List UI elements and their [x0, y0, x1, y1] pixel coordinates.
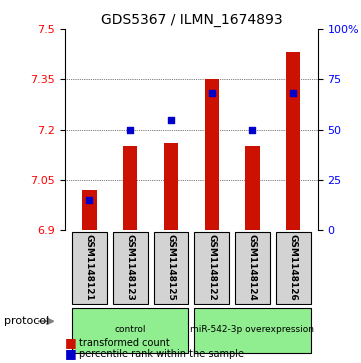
FancyBboxPatch shape [72, 232, 107, 304]
Text: control: control [114, 325, 146, 334]
FancyBboxPatch shape [194, 232, 229, 304]
FancyBboxPatch shape [154, 232, 188, 304]
Text: GSM1148124: GSM1148124 [248, 234, 257, 301]
FancyBboxPatch shape [276, 232, 310, 304]
Point [249, 127, 255, 132]
Text: ■: ■ [65, 347, 77, 360]
Bar [82, 190, 97, 230]
Text: GSM1148125: GSM1148125 [166, 234, 175, 301]
Bar [286, 53, 300, 230]
Title: GDS5367 / ILMN_1674893: GDS5367 / ILMN_1674893 [100, 13, 282, 26]
Point [168, 117, 174, 122]
Text: percentile rank within the sample: percentile rank within the sample [79, 349, 244, 359]
Point [127, 127, 133, 132]
Bar [245, 146, 260, 230]
Text: GSM1148126: GSM1148126 [289, 234, 298, 301]
Point [290, 90, 296, 96]
FancyBboxPatch shape [113, 232, 148, 304]
Text: ■: ■ [65, 337, 77, 350]
Bar [123, 146, 137, 230]
Point [209, 90, 214, 96]
Text: protocol: protocol [4, 316, 49, 326]
Bar [164, 143, 178, 230]
Text: GSM1148122: GSM1148122 [207, 234, 216, 301]
FancyBboxPatch shape [194, 308, 310, 353]
Text: transformed count: transformed count [79, 338, 170, 348]
Text: GSM1148123: GSM1148123 [126, 234, 135, 301]
Point [87, 197, 92, 203]
FancyBboxPatch shape [72, 308, 188, 353]
Bar [205, 79, 219, 230]
Text: GSM1148121: GSM1148121 [85, 234, 94, 301]
FancyBboxPatch shape [235, 232, 270, 304]
Text: miR-542-3p overexpression: miR-542-3p overexpression [191, 325, 314, 334]
